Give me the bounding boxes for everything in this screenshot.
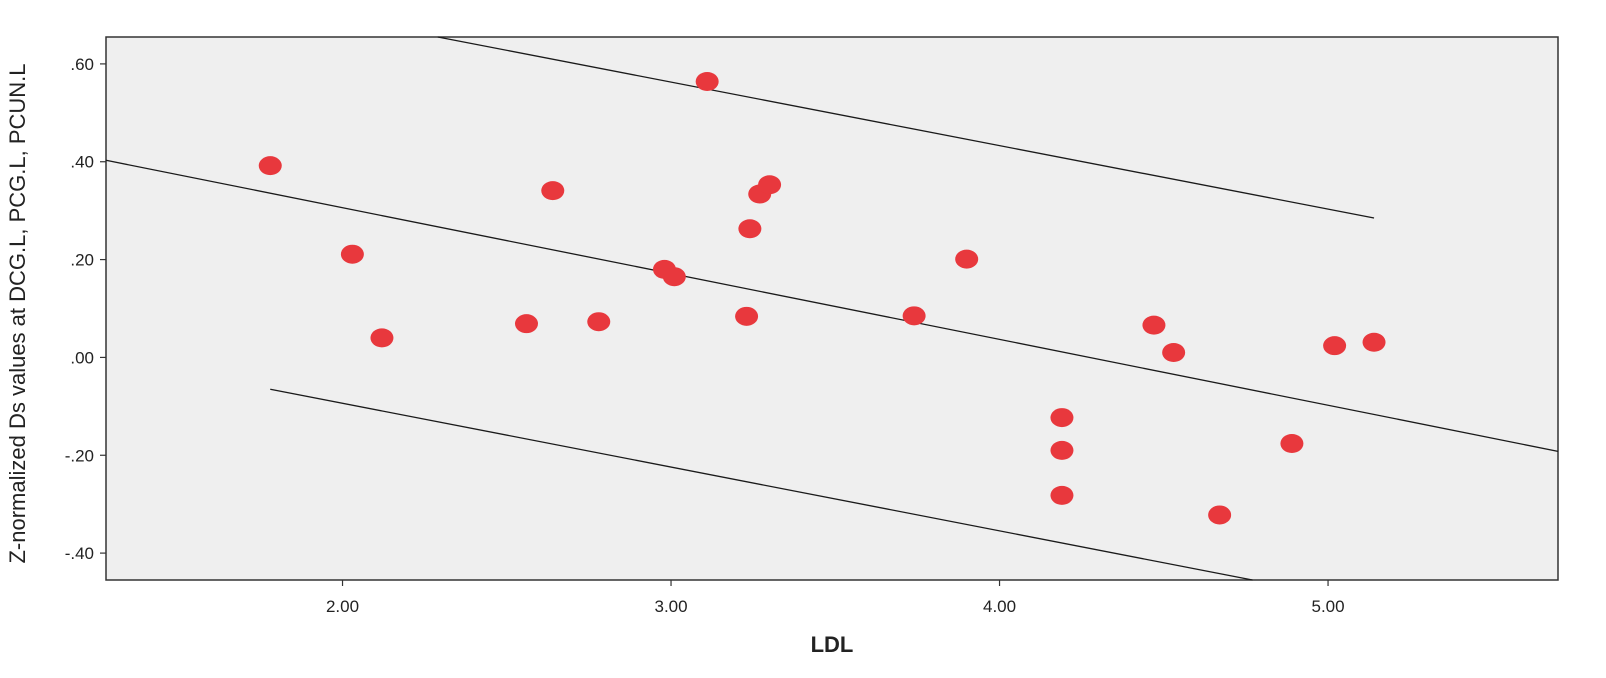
data-point-2 <box>340 244 364 264</box>
x-tick-label: 5.00 <box>1311 597 1344 616</box>
data-point-20 <box>1162 343 1186 363</box>
x-axis: 2.00 3.00 4.00 5.00 <box>326 580 1345 616</box>
data-point-10 <box>735 306 759 326</box>
data-point-8 <box>662 267 686 287</box>
data-point-3 <box>370 328 394 348</box>
x-axis-title: LDL <box>811 632 854 657</box>
data-point-1 <box>258 156 282 176</box>
x-tick-label: 4.00 <box>983 597 1016 616</box>
data-point-5 <box>541 181 565 201</box>
data-point-21 <box>1208 505 1232 525</box>
fit-line <box>105 159 1559 452</box>
data-point-6 <box>587 312 611 332</box>
data-point-17 <box>1050 440 1074 460</box>
data-point-22 <box>1280 434 1304 454</box>
y-tick-label: -.20 <box>65 446 94 465</box>
data-points <box>258 72 1386 525</box>
plot-area <box>105 36 1559 581</box>
lower-ci-line <box>270 388 1253 581</box>
data-point-13 <box>758 175 782 195</box>
data-point-19 <box>1142 315 1166 335</box>
data-point-18 <box>1050 485 1074 505</box>
y-tick-label: .60 <box>70 55 94 74</box>
data-point-4 <box>514 314 538 334</box>
data-point-9 <box>695 72 719 92</box>
y-tick-label: -.40 <box>65 544 94 563</box>
y-tick-label: .20 <box>70 251 94 270</box>
y-tick-label: .40 <box>70 153 94 172</box>
y-axis: .60 .40 .20 .00 -.20 -.40 <box>65 55 106 563</box>
data-point-11 <box>738 219 762 239</box>
y-tick-label: .00 <box>70 348 94 367</box>
data-point-14 <box>902 306 926 326</box>
regression-lines <box>105 36 1559 581</box>
data-point-24 <box>1362 332 1386 352</box>
x-tick-label: 2.00 <box>326 597 359 616</box>
x-tick-label: 3.00 <box>654 597 687 616</box>
y-axis-title: Z-normalized Ds values at DCG.L, PCG.L, … <box>5 63 30 563</box>
data-point-16 <box>1050 408 1074 428</box>
upper-ci-line <box>437 36 1375 219</box>
data-point-15 <box>955 249 979 269</box>
data-point-23 <box>1323 336 1347 356</box>
